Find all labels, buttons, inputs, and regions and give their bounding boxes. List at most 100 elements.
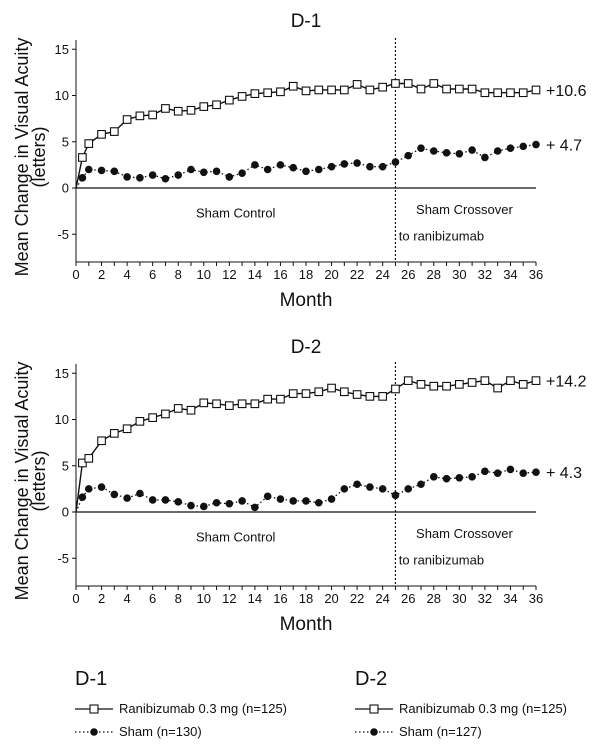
data-point-sham <box>110 490 119 499</box>
x-tick-label: 28 <box>427 267 441 282</box>
x-tick-label: 28 <box>427 591 441 606</box>
data-point-sham <box>366 483 374 491</box>
data-point-sham <box>468 146 476 154</box>
data-point-ranibizumab <box>135 416 145 426</box>
data-point-sham <box>123 494 131 502</box>
legend-d2-ranibizumab: Ranibizumab 0.3 mg (n=125) <box>355 697 567 720</box>
legend-d1-ranibizumab-label: Ranibizumab 0.3 mg (n=125) <box>119 701 288 716</box>
x-tick-label: 4 <box>123 591 130 606</box>
data-point-ranibizumab <box>352 390 362 399</box>
data-point-ranibizumab <box>224 95 234 105</box>
data-point-sham <box>212 167 221 176</box>
region-label-crossover-line2: to ranibizumab <box>399 553 484 568</box>
data-point-ranibizumab <box>122 115 132 124</box>
data-point-ranibizumab <box>339 85 349 95</box>
data-point-ranibizumab <box>339 387 349 397</box>
data-point-sham <box>481 153 489 162</box>
y-tick-label: 10 <box>55 88 69 103</box>
data-point-sham <box>340 160 349 168</box>
data-point-sham <box>263 492 272 501</box>
data-point-sham <box>187 165 195 174</box>
dotted-line-dot-marker-icon <box>75 727 113 736</box>
x-tick-label: 8 <box>175 267 182 282</box>
data-point-sham <box>212 498 221 507</box>
data-point-sham <box>123 173 131 181</box>
data-point-sham <box>225 173 234 181</box>
series-line-sham <box>75 468 537 513</box>
data-point-ranibizumab <box>493 88 503 98</box>
x-tick-label: 6 <box>149 267 156 282</box>
data-point-ranibizumab <box>135 111 145 121</box>
data-point-sham <box>429 473 438 481</box>
data-point-ranibizumab <box>454 379 464 389</box>
data-point-sham <box>225 499 234 508</box>
data-point-sham <box>327 162 336 171</box>
y-tick-label: 10 <box>55 412 69 427</box>
data-point-ranibizumab <box>250 399 260 409</box>
y-tick-label: 0 <box>62 505 69 520</box>
data-point-ranibizumab <box>314 85 324 95</box>
x-tick-label: 36 <box>529 267 543 282</box>
x-axis-label: Month <box>280 614 333 635</box>
y-tick-label: -5 <box>57 551 69 566</box>
data-point-sham <box>302 167 310 176</box>
data-point-sham <box>161 174 170 183</box>
x-tick-label: 34 <box>503 267 517 282</box>
data-point-sham <box>353 480 361 489</box>
data-point-ranibizumab <box>263 88 273 98</box>
data-point-ranibizumab <box>212 399 221 409</box>
data-point-sham <box>442 474 451 483</box>
data-point-ranibizumab <box>531 376 541 386</box>
data-point-sham <box>314 498 323 507</box>
data-point-ranibizumab <box>391 384 400 394</box>
data-point-sham <box>263 165 272 174</box>
x-tick-label: 6 <box>149 591 156 606</box>
x-tick-label: 0 <box>72 591 79 606</box>
x-axis-label: Month <box>280 290 333 311</box>
data-point-sham <box>199 502 208 511</box>
data-point-sham <box>481 467 489 476</box>
data-point-ranibizumab <box>365 85 375 95</box>
data-point-sham <box>251 161 259 169</box>
data-point-ranibizumab <box>506 376 515 386</box>
data-point-ranibizumab <box>454 84 464 94</box>
data-point-ranibizumab <box>314 387 324 397</box>
region-label-crossover-line2: to ranibizumab <box>399 229 484 244</box>
data-point-sham <box>493 469 502 477</box>
data-point-sham <box>493 147 502 155</box>
x-tick-label: 16 <box>273 591 287 606</box>
data-point-sham <box>417 480 425 489</box>
data-point-sham <box>136 174 144 182</box>
y-tick-label: 5 <box>62 134 69 149</box>
y-tick-label: 15 <box>55 366 69 381</box>
x-tick-label: 24 <box>375 267 389 282</box>
data-point-ranibizumab <box>148 413 158 423</box>
x-tick-label: 26 <box>401 591 415 606</box>
data-point-ranibizumab <box>276 87 285 97</box>
data-point-sham <box>84 165 93 174</box>
data-point-ranibizumab <box>148 110 158 120</box>
data-point-sham <box>289 163 298 172</box>
data-point-sham <box>97 166 106 175</box>
data-point-ranibizumab <box>97 436 106 446</box>
data-point-sham <box>455 149 464 158</box>
data-point-ranibizumab <box>250 89 260 98</box>
data-point-ranibizumab <box>276 394 285 404</box>
data-point-sham <box>532 140 540 149</box>
data-point-sham <box>404 151 413 160</box>
line-square-marker-icon <box>75 703 113 714</box>
data-point-ranibizumab <box>212 100 221 110</box>
legend-d2-ranibizumab-label: Ranibizumab 0.3 mg (n=125) <box>399 701 568 716</box>
x-tick-label: 12 <box>222 267 236 282</box>
chart-title: D-1 <box>291 11 322 32</box>
data-point-sham <box>84 485 93 493</box>
legend-d2-sham-label: Sham (n=127) <box>399 724 482 739</box>
x-tick-label: 36 <box>529 591 543 606</box>
y-axis-label: Mean Change in Visual Acuity(letters) <box>12 362 49 601</box>
data-point-ranibizumab <box>442 84 451 94</box>
data-point-sham <box>78 493 87 502</box>
data-point-sham <box>97 483 106 491</box>
x-tick-label: 32 <box>478 591 492 606</box>
data-point-sham <box>187 501 195 510</box>
